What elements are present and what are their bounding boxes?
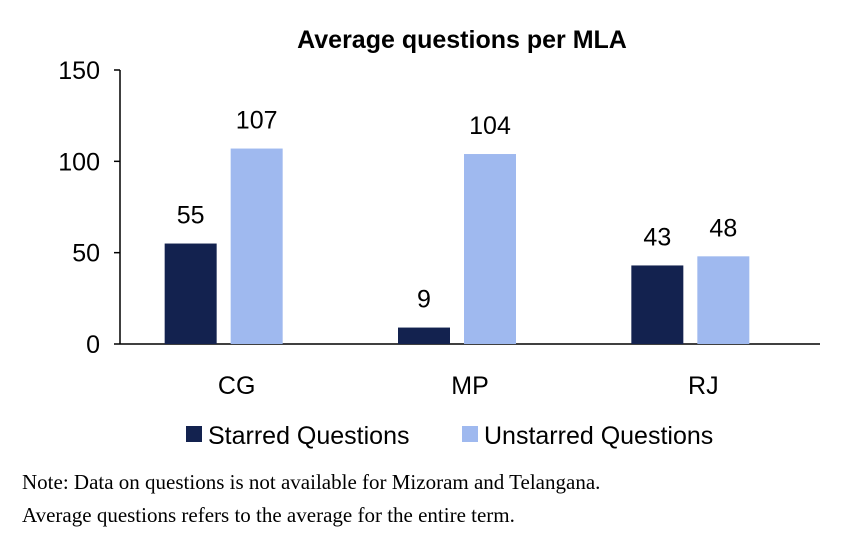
x-tick-label: RJ: [688, 372, 719, 400]
note-line-1: Note: Data on questions is not available…: [22, 470, 601, 494]
y-tick-label: 100: [58, 148, 100, 176]
bar-unstarred-questions: [230, 148, 283, 344]
data-label: 9: [417, 286, 431, 314]
y-tick-label: 50: [72, 240, 100, 268]
data-label: 48: [709, 214, 737, 242]
y-tick-label: 0: [86, 331, 100, 359]
data-label: 43: [643, 223, 671, 251]
data-label: 104: [469, 112, 511, 140]
legend-label: Unstarred Questions: [484, 422, 713, 450]
bar-starred-questions: [631, 265, 684, 344]
x-tick-label: MP: [451, 372, 489, 400]
bar-starred-questions: [398, 327, 450, 344]
bar-unstarred-questions: [464, 154, 516, 344]
legend-swatch: [186, 426, 202, 442]
legend-swatch: [462, 426, 478, 442]
bar-unstarred-questions: [697, 256, 750, 344]
data-label: 107: [236, 107, 278, 135]
y-tick-label: 150: [58, 57, 100, 85]
legend-label: Starred Questions: [208, 422, 410, 450]
bar-chart: Average questions per MLA 0 50 100 150 CG 55 1…: [58, 26, 820, 450]
data-label: 55: [177, 202, 205, 230]
bar-starred-questions: [164, 243, 217, 344]
chart-title: Average questions per MLA: [297, 26, 627, 54]
x-tick-label: CG: [218, 372, 256, 400]
note-line-2: Average questions refers to the average …: [22, 503, 515, 527]
